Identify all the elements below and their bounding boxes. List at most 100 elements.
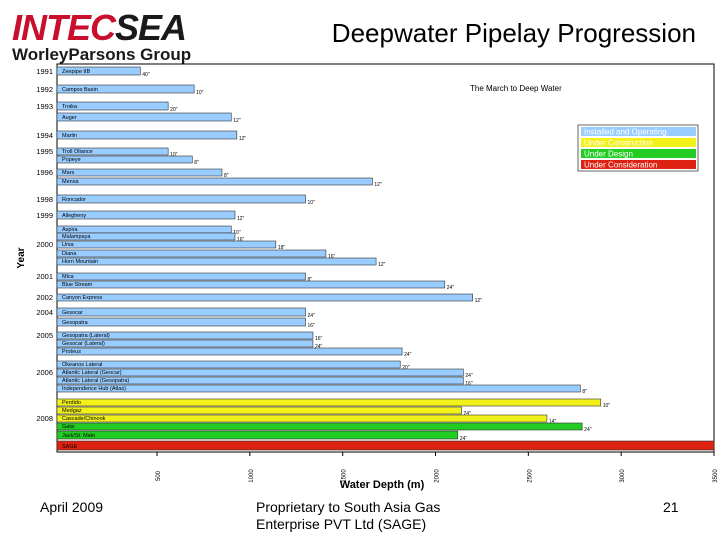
bar-6 <box>56 155 193 164</box>
bar-size-label: 16" <box>237 237 245 243</box>
bar-label: SAGE <box>62 444 78 450</box>
bar-label: Zeepipe IIB <box>62 69 90 75</box>
bar-9 <box>56 194 306 204</box>
x-tick-label: 1500 <box>342 469 348 483</box>
x-axis-title: Water Depth (m) <box>340 479 425 491</box>
logo-sea: SEA <box>115 7 187 48</box>
bar-29 <box>56 406 462 415</box>
legend-swatch <box>581 160 696 169</box>
bar-22 <box>56 339 314 348</box>
year-label: 1996 <box>36 168 53 177</box>
bar-size-label: 40" <box>142 72 150 78</box>
bar-3 <box>56 112 232 122</box>
bar-size-label: 16" <box>315 336 323 342</box>
bar-size-label: 24" <box>584 427 592 433</box>
bar-size-label: 12" <box>475 298 483 304</box>
bar-size-label: 12" <box>374 182 382 188</box>
bar-size-label: 8" <box>194 160 199 166</box>
bar-size-label: 12" <box>233 118 241 124</box>
year-label: 1992 <box>36 85 53 94</box>
bar-size-label: 8" <box>308 277 313 283</box>
bar-size-label: 18" <box>278 245 286 251</box>
logo-intec: INTEC <box>12 7 116 48</box>
bar-17 <box>56 280 446 289</box>
bar-size-label: 24" <box>315 344 323 350</box>
bar-label: Gesocar (Lateral) <box>62 341 105 347</box>
legend-label: Installed and Operating <box>584 128 667 137</box>
bar-size-label: 20" <box>402 365 410 371</box>
footer-line-1: Proprietary to South Asia Gas <box>256 499 441 515</box>
bar-label: Ursa <box>62 242 75 248</box>
bar-size-label: 12" <box>239 136 247 142</box>
bar-10 <box>56 210 236 220</box>
bar-18 <box>56 293 473 302</box>
bar-7 <box>56 168 223 177</box>
footer-proprietary: Proprietary to South Asia Gas Enterprise… <box>256 499 440 533</box>
bar-size-label: 24" <box>308 313 316 319</box>
bar-label: Atlantic Lateral (Gesopatra) <box>62 378 129 384</box>
year-label: 2008 <box>36 414 53 423</box>
year-label: 2004 <box>36 308 53 317</box>
year-label: 2002 <box>36 293 53 302</box>
bar-label: Roncador <box>62 197 86 203</box>
footer-line-2: Enterprise PVT Ltd (SAGE) <box>256 516 427 532</box>
bar-label: Canyon Express <box>62 295 103 301</box>
bar-label: Atlantic Lateral (Geocar) <box>62 370 122 376</box>
bar-16 <box>56 272 306 281</box>
bar-26 <box>56 376 464 385</box>
x-tick-label: 2500 <box>527 469 533 483</box>
bar-19 <box>56 307 306 317</box>
bar-label: Mica <box>62 274 75 280</box>
year-label: 2001 <box>36 272 53 281</box>
bar-11 <box>56 225 232 234</box>
page-title: Deepwater Pipelay Progression <box>331 18 696 48</box>
bar-size-label: 16" <box>328 254 336 260</box>
bar-size-label: 12" <box>237 216 245 222</box>
bar-size-label: 8" <box>582 389 587 395</box>
bar-size-label: 24" <box>460 436 468 442</box>
year-label: 1999 <box>36 211 53 220</box>
bar-28 <box>56 398 602 407</box>
company-logo: INTECSEA WorleyParsons Group <box>12 10 191 65</box>
bar-23 <box>56 347 403 356</box>
bar-label: Blue Stream <box>62 282 93 288</box>
bar-size-label: 10" <box>603 403 611 409</box>
bar-label: Troll Oliance <box>62 149 93 155</box>
bar-8 <box>56 177 373 186</box>
year-label: 1995 <box>36 147 53 156</box>
footer-date: April 2009 <box>40 499 104 515</box>
bar-size-label: 24" <box>404 352 412 358</box>
year-label: 1998 <box>36 195 53 204</box>
x-tick-label: 3000 <box>620 469 626 483</box>
year-label: 2000 <box>36 240 53 249</box>
bar-33 <box>56 440 715 451</box>
bar-0 <box>56 66 141 76</box>
legend-label: Under Design <box>584 150 633 159</box>
bar-30 <box>56 414 548 423</box>
legend-swatch <box>581 149 696 158</box>
bar-14 <box>56 249 327 258</box>
bar-label: Gesopatra <box>62 320 89 326</box>
bar-size-label: 8" <box>224 173 229 179</box>
bar-label: Allegheny <box>62 213 86 219</box>
bar-size-label: 24" <box>463 411 471 417</box>
x-tick-label: 3500 <box>713 469 719 483</box>
bar-label: Proteus <box>62 349 81 355</box>
logo-subtitle: WorleyParsons Group <box>12 45 192 64</box>
bar-size-label: 10" <box>196 90 204 96</box>
bar-label: Horn Mountain <box>62 259 98 265</box>
bar-size-label: 12" <box>378 262 386 268</box>
bar-label: Jack/St. Malo <box>62 433 95 439</box>
bar-label: Galsi <box>62 424 75 430</box>
year-label: 1991 <box>36 67 53 76</box>
x-tick-label: 500 <box>156 470 162 481</box>
bar-label: Malampaya <box>62 234 91 240</box>
year-label: 2006 <box>36 368 53 377</box>
bar-size-label: 10" <box>233 230 241 236</box>
bar-label: Gesopatra (Lateral) <box>62 333 110 339</box>
bar-4 <box>56 130 238 140</box>
x-tick-label: 1000 <box>249 469 255 483</box>
bar-12 <box>56 232 236 241</box>
bar-label: Cascade/Chinook <box>62 416 106 422</box>
